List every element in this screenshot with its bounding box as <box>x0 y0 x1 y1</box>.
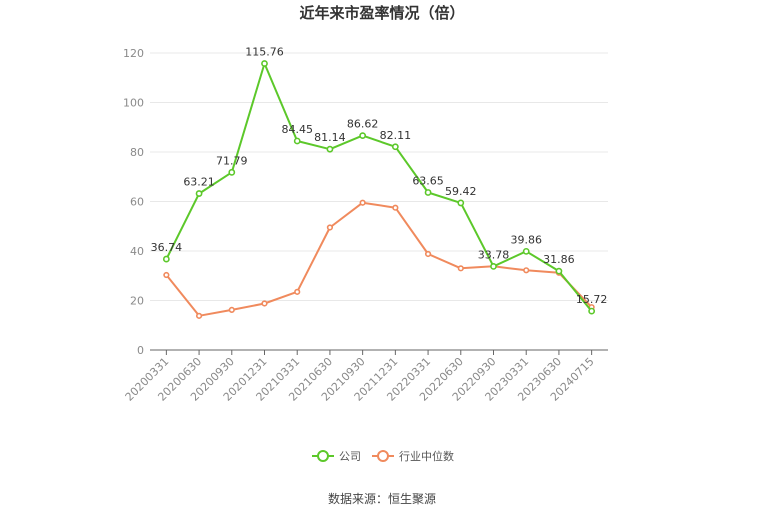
data-point[interactable] <box>522 247 530 255</box>
chart-title: 近年来市盈率情况（倍） <box>299 4 464 22</box>
data-label: 31.86 <box>543 253 575 266</box>
y-tick-label: 20 <box>130 295 144 308</box>
legend-item-company[interactable]: 公司 <box>312 450 361 463</box>
data-label: 86.62 <box>347 118 379 131</box>
legend-item-industry-median[interactable]: 行业中位数 <box>372 449 454 463</box>
data-point[interactable] <box>228 306 235 314</box>
data-label: 33.78 <box>478 248 510 261</box>
legend[interactable]: 公司 行业中位数 <box>312 449 454 463</box>
data-label: 59.42 <box>445 185 477 198</box>
data-label: 63.21 <box>183 176 215 189</box>
y-axis-ticks: 0 20 40 60 80 100 120 <box>123 47 144 357</box>
data-point[interactable] <box>326 145 334 153</box>
y-tick-label: 0 <box>137 344 144 357</box>
data-point[interactable] <box>359 199 366 206</box>
data-label: 15.72 <box>576 293 608 306</box>
data-point[interactable] <box>588 307 596 315</box>
data-label: 81.14 <box>314 131 346 144</box>
data-point[interactable] <box>391 143 399 151</box>
data-point[interactable] <box>163 271 170 279</box>
legend-company-label: 公司 <box>339 450 361 463</box>
data-point[interactable] <box>293 137 301 145</box>
data-label: 71.79 <box>216 154 248 167</box>
legend-company-marker <box>317 450 329 462</box>
data-label: 36.74 <box>151 241 183 254</box>
legend-industry-marker <box>377 450 389 462</box>
data-point[interactable] <box>523 267 530 274</box>
legend-industry-label: 行业中位数 <box>399 449 454 463</box>
data-point[interactable] <box>359 132 367 140</box>
data-point[interactable] <box>162 255 170 263</box>
data-point[interactable] <box>294 288 301 295</box>
data-point[interactable] <box>261 300 268 307</box>
data-label: 84.45 <box>281 123 313 136</box>
series-line-0 <box>165 62 593 312</box>
data-point[interactable] <box>261 60 268 67</box>
data-point[interactable] <box>326 224 334 231</box>
data-label: 39.86 <box>510 233 542 246</box>
data-point[interactable] <box>228 168 236 176</box>
y-tick-label: 40 <box>130 245 144 258</box>
data-point[interactable] <box>424 250 432 258</box>
y-tick-label: 120 <box>123 47 144 60</box>
data-point[interactable] <box>195 190 203 197</box>
x-axis-ticks: 2020033120200630202009302020123120210331… <box>123 350 597 404</box>
y-tick-label: 60 <box>130 196 144 209</box>
data-point[interactable] <box>490 262 497 270</box>
series-group <box>162 60 596 319</box>
data-point[interactable] <box>424 189 432 196</box>
data-point[interactable] <box>555 267 563 275</box>
y-tick-label: 100 <box>123 97 144 110</box>
data-point[interactable] <box>457 199 465 207</box>
data-source: 数据来源：恒生聚源 <box>328 491 436 506</box>
y-tick-label: 80 <box>130 146 144 159</box>
data-label: 115.76 <box>245 45 284 58</box>
data-label: 82.11 <box>380 129 412 142</box>
series-line-1 <box>165 201 593 317</box>
data-point[interactable] <box>195 312 203 319</box>
data-point[interactable] <box>457 265 464 272</box>
data-label: 63.65 <box>412 174 444 187</box>
data-point[interactable] <box>392 204 399 211</box>
grid-lines <box>150 52 608 301</box>
